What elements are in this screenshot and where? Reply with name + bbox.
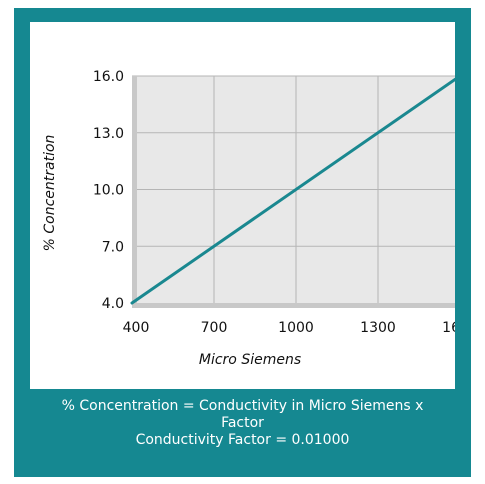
conductivity-factor-text: Conductivity Factor = 0.01000 bbox=[135, 432, 350, 448]
y-tick-labels: 4.0 7.0 10.0 13.0 16.0 bbox=[93, 69, 124, 312]
y-axis-label: % Concentration bbox=[42, 135, 58, 252]
x-tick-label: 1600 bbox=[442, 320, 455, 336]
x-tick-label: 1300 bbox=[360, 320, 396, 336]
series-line bbox=[130, 77, 455, 305]
x-axis-label: Micro Siemens bbox=[199, 352, 301, 368]
formula-caption: % Concentration = Conductivity in Micro … bbox=[14, 398, 471, 449]
x-tick-labels: 400 700 1000 1300 1600 bbox=[123, 320, 455, 336]
y-tick-label: 4.0 bbox=[102, 296, 124, 312]
y-tick-label: 7.0 bbox=[102, 239, 124, 255]
chart-panel: 4.0 7.0 10.0 13.0 16.0 400 700 1000 1300 1600 Mi… bbox=[14, 8, 471, 477]
formula-text: % Concentration = Conductivity in Micro … bbox=[61, 398, 424, 431]
x-tick-label: 700 bbox=[201, 320, 228, 336]
y-tick-label: 16.0 bbox=[93, 69, 124, 85]
x-tick-label: 1000 bbox=[278, 320, 314, 336]
y-tick-label: 13.0 bbox=[93, 126, 124, 142]
x-axis-bar bbox=[132, 303, 455, 308]
plot-card: 4.0 7.0 10.0 13.0 16.0 400 700 1000 1300 1600 Mi… bbox=[30, 22, 455, 389]
series-layer bbox=[130, 77, 455, 305]
x-tick-label: 400 bbox=[123, 320, 150, 336]
y-tick-label: 10.0 bbox=[93, 183, 124, 199]
y-axis-bar bbox=[132, 76, 137, 308]
line-chart: 4.0 7.0 10.0 13.0 16.0 400 700 1000 1300 1600 Mi… bbox=[42, 69, 455, 368]
